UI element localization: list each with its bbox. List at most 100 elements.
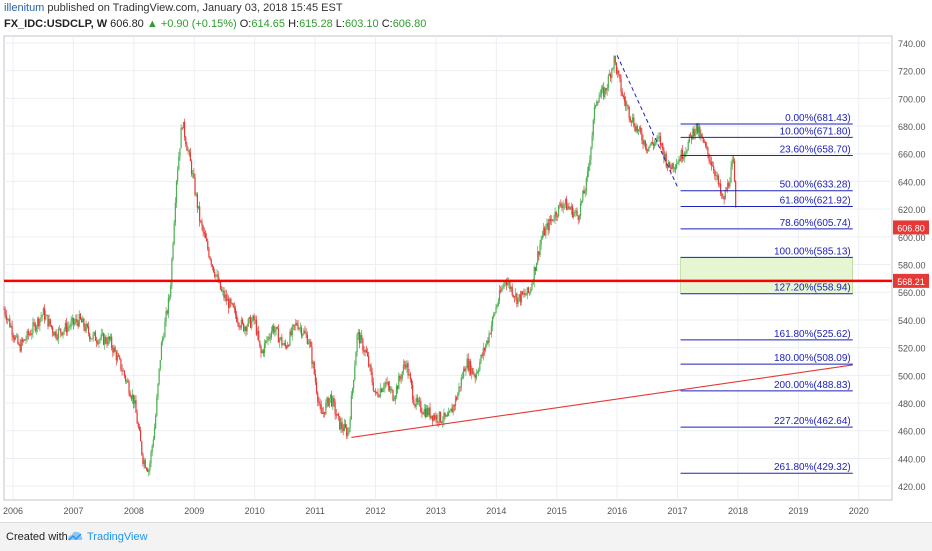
candle-body <box>87 326 90 334</box>
tradingview-logo-icon[interactable] <box>66 530 84 544</box>
candle-body <box>293 324 296 326</box>
candle-body <box>122 370 124 372</box>
last-price: 606.80 <box>110 18 144 30</box>
candle-body <box>706 145 708 148</box>
candle-body <box>647 149 649 151</box>
candle-body <box>408 374 410 376</box>
candle-body <box>53 332 55 336</box>
candle-body <box>403 364 406 366</box>
y-tick-label: 520.00 <box>898 344 926 354</box>
candle-body <box>590 147 592 160</box>
candle-body <box>119 356 121 359</box>
candle-body <box>483 348 486 351</box>
candle-body <box>452 405 454 413</box>
candle-body <box>269 337 271 339</box>
candle-body <box>531 283 533 290</box>
candle-body <box>178 156 180 170</box>
candle-body <box>502 286 504 289</box>
candle-body <box>395 385 398 397</box>
candle-body <box>629 117 631 121</box>
candle-body <box>71 317 73 322</box>
candle-body <box>386 382 388 384</box>
level-price-badge-bg <box>893 273 929 288</box>
candle-body <box>721 193 723 196</box>
candle-body <box>111 336 113 348</box>
price-chart[interactable]: 420.00 440.00 460.00 480.00 500.00 520.00 540.… <box>0 0 932 522</box>
candle-body <box>400 378 402 380</box>
candle-body <box>419 400 421 402</box>
candle-body <box>698 126 700 133</box>
candle-body <box>304 331 306 333</box>
candle-body <box>671 163 673 170</box>
candle-body <box>207 240 209 249</box>
candle-body <box>136 412 138 424</box>
candle-body <box>224 294 226 298</box>
candle-body <box>641 132 643 141</box>
candle-body <box>80 318 83 323</box>
candle-body <box>23 339 25 342</box>
candle-body <box>383 387 385 390</box>
candle-body <box>245 326 247 332</box>
candle-body <box>579 203 582 217</box>
candle-body <box>210 259 212 265</box>
candle-body <box>481 354 483 357</box>
candle-body <box>160 342 163 361</box>
candle-body <box>672 163 674 169</box>
candle-body <box>184 121 186 138</box>
candle-body <box>54 331 56 336</box>
tradingview-brand[interactable]: TradingView <box>87 531 148 543</box>
candle-body <box>241 319 244 324</box>
candle-body <box>13 337 16 340</box>
candle-body <box>292 324 295 327</box>
candle-body <box>569 207 571 210</box>
candle-body <box>716 175 718 177</box>
x-tick-label: 2014 <box>486 506 506 516</box>
candle-body <box>159 360 161 369</box>
candle-body <box>43 308 46 320</box>
candle-body <box>326 397 328 403</box>
candle-body <box>612 67 614 70</box>
candle-body <box>296 323 298 325</box>
candle-body <box>163 337 165 339</box>
y-tick-label: 700.00 <box>898 94 926 104</box>
candle-body <box>172 244 174 260</box>
candle-body <box>637 129 640 132</box>
candle-body <box>517 297 519 305</box>
candle-body <box>446 415 449 417</box>
candle-body <box>606 87 608 91</box>
candle-body <box>70 321 72 327</box>
candle-body <box>177 169 179 182</box>
candle-body <box>267 337 269 341</box>
candle-body <box>568 206 570 208</box>
candle-body <box>392 390 394 401</box>
high-value: 615.28 <box>299 18 333 30</box>
candle-body <box>513 296 516 298</box>
y-tick-label: 640.00 <box>898 177 926 187</box>
symbol-name[interactable]: FX_IDC:USDCLP, W <box>4 18 108 30</box>
candle-body <box>458 386 460 394</box>
candle-body <box>18 343 20 345</box>
candle-body <box>614 56 616 63</box>
candle-body <box>255 319 257 335</box>
candle-body <box>677 163 679 165</box>
candle-body <box>669 162 671 168</box>
author-link[interactable]: illenitum <box>4 2 45 14</box>
candle-body <box>402 364 405 372</box>
candle-body <box>632 117 634 123</box>
candle-body <box>116 355 119 361</box>
candle-body <box>58 328 61 330</box>
candle-body <box>193 173 195 178</box>
candle-body <box>209 256 211 260</box>
candle-body <box>445 415 447 417</box>
symbol-legend: FX_IDC:USDCLP, W 606.80 ▲ +0.90 (+0.15%)… <box>4 18 426 30</box>
candle-body <box>143 460 145 464</box>
candle-body <box>490 325 493 334</box>
candle-body <box>488 333 490 343</box>
candle-body <box>179 148 181 157</box>
candle-body <box>552 219 554 221</box>
candle-body <box>635 126 637 132</box>
candle-body <box>236 315 238 322</box>
candle-body <box>507 282 509 285</box>
candle-body <box>572 212 575 217</box>
candle-body <box>104 336 106 345</box>
